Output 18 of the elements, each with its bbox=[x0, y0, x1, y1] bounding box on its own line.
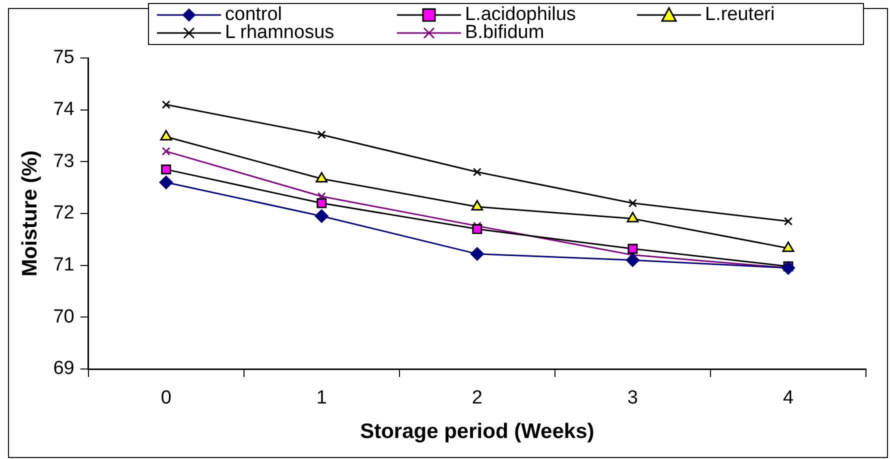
y-tick-label: 75 bbox=[53, 47, 74, 68]
legend-label: L rhamnosus bbox=[225, 22, 334, 43]
x-tick-label: 3 bbox=[627, 388, 638, 409]
x-axis-title: Storage period (Weeks) bbox=[360, 420, 594, 444]
legend-label: L.acidophilus bbox=[465, 4, 576, 25]
y-tick-label: 74 bbox=[53, 99, 75, 120]
x-tick-label: 1 bbox=[316, 388, 327, 409]
y-tick-label: 71 bbox=[53, 254, 74, 276]
x-tick-label: 0 bbox=[160, 388, 172, 409]
y-axis-title: Moisture (%) bbox=[18, 150, 42, 276]
y-tick-label: 72 bbox=[53, 202, 74, 224]
x-tick-label: 4 bbox=[782, 388, 794, 409]
y-tick-label: 73 bbox=[53, 150, 74, 172]
legend-label: L.reuteri bbox=[705, 4, 775, 25]
y-tick-label: 70 bbox=[53, 306, 74, 328]
x-tick-label: 2 bbox=[472, 388, 482, 409]
legend-label: control bbox=[225, 4, 282, 25]
y-tick-label: 69 bbox=[53, 358, 74, 380]
